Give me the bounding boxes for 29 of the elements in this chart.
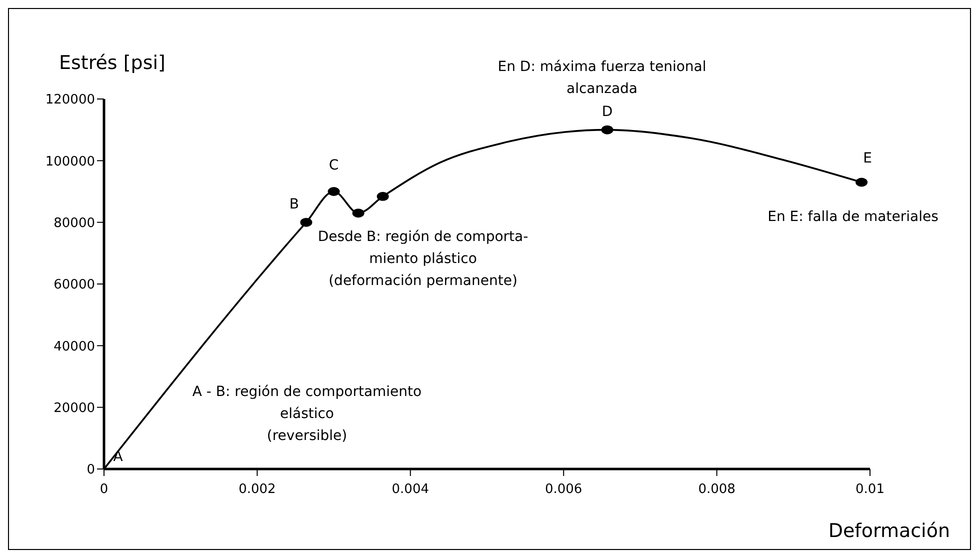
x-tick-label: 0.008 — [698, 482, 736, 498]
annotation: E — [863, 150, 872, 166]
y-tick-label: 120000 — [45, 92, 95, 108]
annotation: A - B: región de comportamiento elástico (reversible) — [192, 384, 422, 444]
y-axis-title: Estrés [psi] — [59, 52, 166, 74]
point — [376, 192, 389, 201]
x-axis-title: Deformación — [828, 520, 950, 542]
annotation: Desde B: región de comporta- miento plástico (deformación permanente) — [318, 229, 528, 289]
annotation: C — [328, 158, 339, 174]
annotation: B — [289, 196, 300, 212]
y-tick-label: 20000 — [54, 400, 95, 416]
point — [300, 218, 312, 227]
y-tick-label: 60000 — [54, 278, 95, 293]
y-tick-label: 0 — [86, 462, 95, 478]
y-tick-label: 40000 — [54, 339, 95, 354]
annotation: D — [602, 104, 613, 120]
y-tick-label: 100000 — [45, 154, 95, 170]
annotation: En E: falla de materiales — [768, 209, 938, 225]
point — [328, 187, 340, 196]
point — [856, 178, 868, 187]
x-tick-label: 0.002 — [238, 482, 276, 498]
x-tick-label: 0 — [100, 482, 108, 498]
x-tick-label: 0.006 — [544, 482, 582, 498]
text: En D: máxima fuerza tenional alcanzada — [498, 59, 706, 97]
y-tick-label: 80000 — [54, 216, 95, 231]
x-tick-label: 0.01 — [856, 482, 884, 498]
x-tick-label: 0.004 — [392, 482, 430, 498]
point — [601, 125, 614, 134]
point — [352, 208, 364, 218]
